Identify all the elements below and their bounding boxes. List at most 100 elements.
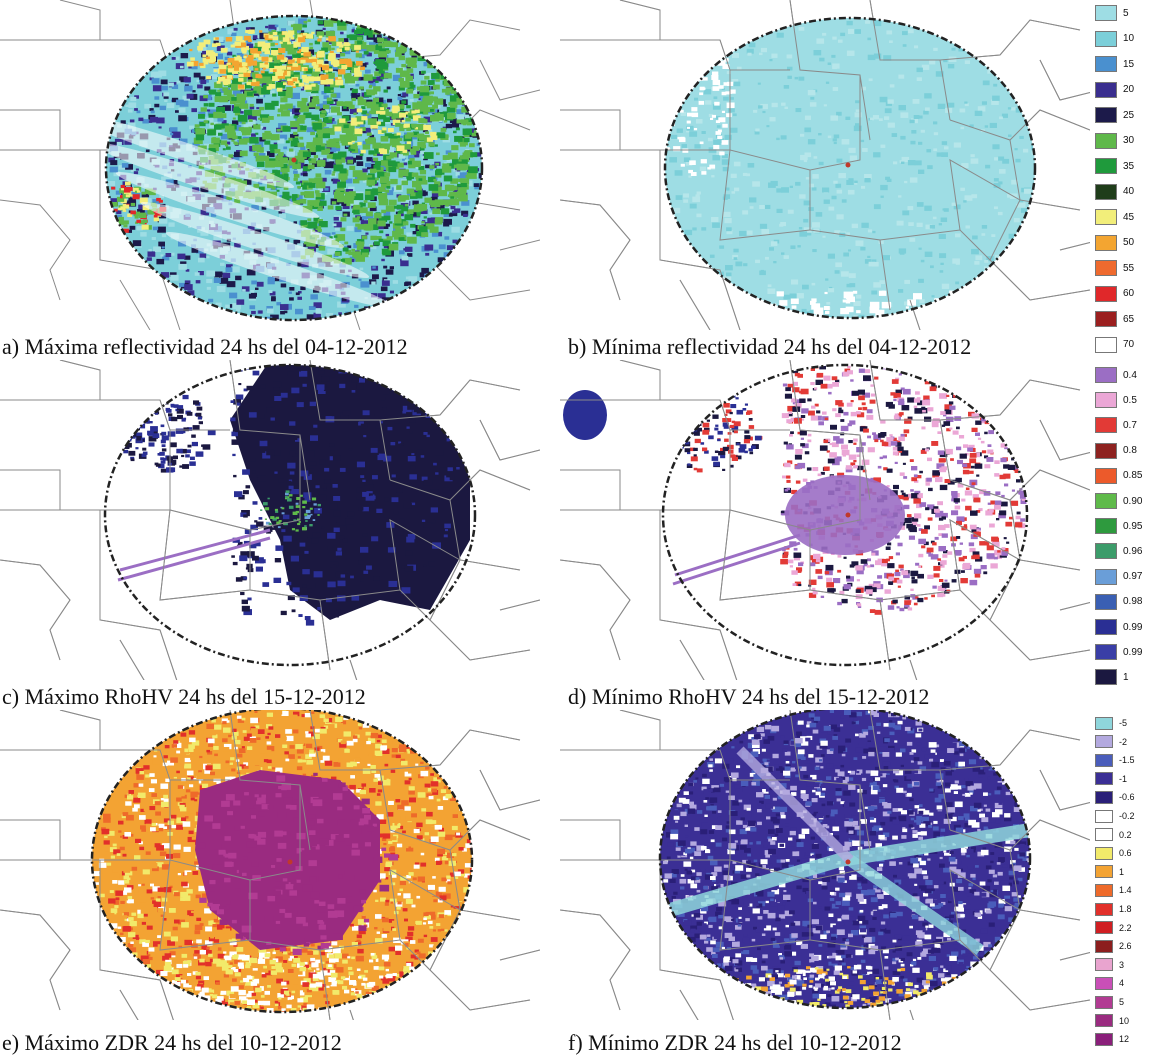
radar-echo-patch: [563, 390, 607, 440]
legend-label: 0.4: [1123, 370, 1137, 381]
legend-label: 0.96: [1123, 546, 1142, 557]
legend-item: 1.4: [1095, 881, 1132, 899]
legend-item: 0.96: [1095, 542, 1142, 560]
legend-item: 0.98: [1095, 593, 1142, 611]
legend-item: 0.5: [1095, 391, 1137, 409]
radar-ray-artifact: [675, 535, 800, 575]
legend-label: 0.85: [1123, 470, 1142, 481]
legend-item: 1: [1095, 668, 1129, 686]
legend-label: 25: [1123, 110, 1134, 121]
legend-label: -1.5: [1119, 755, 1135, 765]
radar-site-marker: [288, 860, 293, 865]
legend-swatch: [1095, 810, 1113, 823]
legend-label: 0.97: [1123, 571, 1142, 582]
legend-swatch: [1095, 417, 1117, 433]
legend-label: 10: [1119, 1016, 1129, 1026]
panel-a-map: [0, 0, 540, 330]
legend-swatch: [1095, 392, 1117, 408]
legend-label: 2.6: [1119, 941, 1132, 951]
radar-site-marker: [846, 163, 851, 168]
radar-echo-field: [63, 16, 488, 323]
legend-item: 15: [1095, 55, 1134, 73]
panel-e-map: [0, 710, 540, 1020]
legend-item: 10: [1095, 30, 1134, 48]
legend-swatch: [1095, 791, 1113, 804]
legend-swatch: [1095, 754, 1113, 767]
legend-item: 45: [1095, 208, 1134, 226]
legend-swatch: [1095, 468, 1117, 484]
legend-swatch: [1095, 1014, 1113, 1027]
legend-swatch: [1095, 311, 1117, 327]
legend-swatch: [1095, 82, 1117, 98]
legend-item: 55: [1095, 259, 1134, 277]
legend-swatch: [1095, 717, 1113, 730]
map-e: [0, 710, 540, 1020]
map-b: [560, 0, 1090, 330]
legend-item: -2: [1095, 733, 1127, 751]
legend-label: 35: [1123, 161, 1134, 172]
legend-swatch: [1095, 644, 1117, 660]
legend-swatch: [1095, 260, 1117, 276]
legend-swatch: [1095, 594, 1117, 610]
legend-item: 4: [1095, 974, 1124, 992]
legend-swatch: [1095, 1033, 1113, 1046]
legend-item: 30: [1095, 132, 1134, 150]
legend-label: -1: [1119, 774, 1127, 784]
legend-label: 0.2: [1119, 830, 1132, 840]
caption-f: f) Mínimo ZDR 24 hs del 10-12-2012: [568, 1030, 902, 1056]
legend-label: -2: [1119, 737, 1127, 747]
panel-b-map: [560, 0, 1090, 330]
legend-item: 0.85: [1095, 467, 1142, 485]
legend-swatch: [1095, 958, 1113, 971]
legend-label: 0.99: [1123, 647, 1142, 658]
legend-item: 2.2: [1095, 919, 1132, 937]
legend-swatch: [1095, 772, 1113, 785]
legend-item: 20: [1095, 81, 1134, 99]
legend-swatch: [1095, 5, 1117, 21]
legend-label: 2.2: [1119, 923, 1132, 933]
legend-item: 60: [1095, 285, 1134, 303]
legend-label: 5: [1123, 8, 1129, 19]
legend-item: 0.95: [1095, 517, 1142, 535]
legend-item: 0.7: [1095, 416, 1137, 434]
legend-swatch: [1095, 865, 1113, 878]
legend-item: -5: [1095, 714, 1127, 732]
legend-swatch: [1095, 209, 1117, 225]
legend-swatch: [1095, 31, 1117, 47]
legend-item: 0.99: [1095, 643, 1142, 661]
legend-item: 0.2: [1095, 826, 1132, 844]
legend-label: 50: [1123, 237, 1134, 248]
legend-swatch: [1095, 903, 1113, 916]
legend-swatch: [1095, 569, 1117, 585]
legend-item: 5: [1095, 4, 1129, 22]
radar-echo-field: [662, 360, 1036, 615]
caption-d: d) Mínimo RhoHV 24 hs del 15-12-2012: [568, 684, 929, 710]
legend-item: 3: [1095, 956, 1124, 974]
legend-swatch: [1095, 921, 1113, 934]
legend-label: 0.5: [1123, 395, 1137, 406]
legend-item: 2.6: [1095, 937, 1132, 955]
legend-item: 25: [1095, 106, 1134, 124]
panel-d-map: [560, 360, 1090, 680]
legend-label: 30: [1123, 135, 1134, 146]
legend-item: 5: [1095, 993, 1124, 1011]
legend-item: 12: [1095, 1030, 1129, 1048]
legend-item: -0.6: [1095, 788, 1135, 806]
legend-label: 1.4: [1119, 885, 1132, 895]
caption-e: e) Máximo ZDR 24 hs del 10-12-2012: [2, 1030, 342, 1056]
legend-swatch: [1095, 518, 1117, 534]
legend-label: 0.95: [1123, 521, 1142, 532]
map-a: [0, 0, 540, 330]
legend-label: 70: [1123, 339, 1134, 350]
legend-swatch: [1095, 235, 1117, 251]
legend-label: 65: [1123, 314, 1134, 325]
legend-label: 55: [1123, 263, 1134, 274]
legend-swatch: [1095, 493, 1117, 509]
legend-label: 1: [1123, 672, 1129, 683]
legend-swatch: [1095, 337, 1117, 353]
legend-label: 0.7: [1123, 420, 1137, 431]
caption-c: c) Máximo RhoHV 24 hs del 15-12-2012: [2, 684, 366, 710]
panel-f-map: [560, 710, 1090, 1020]
